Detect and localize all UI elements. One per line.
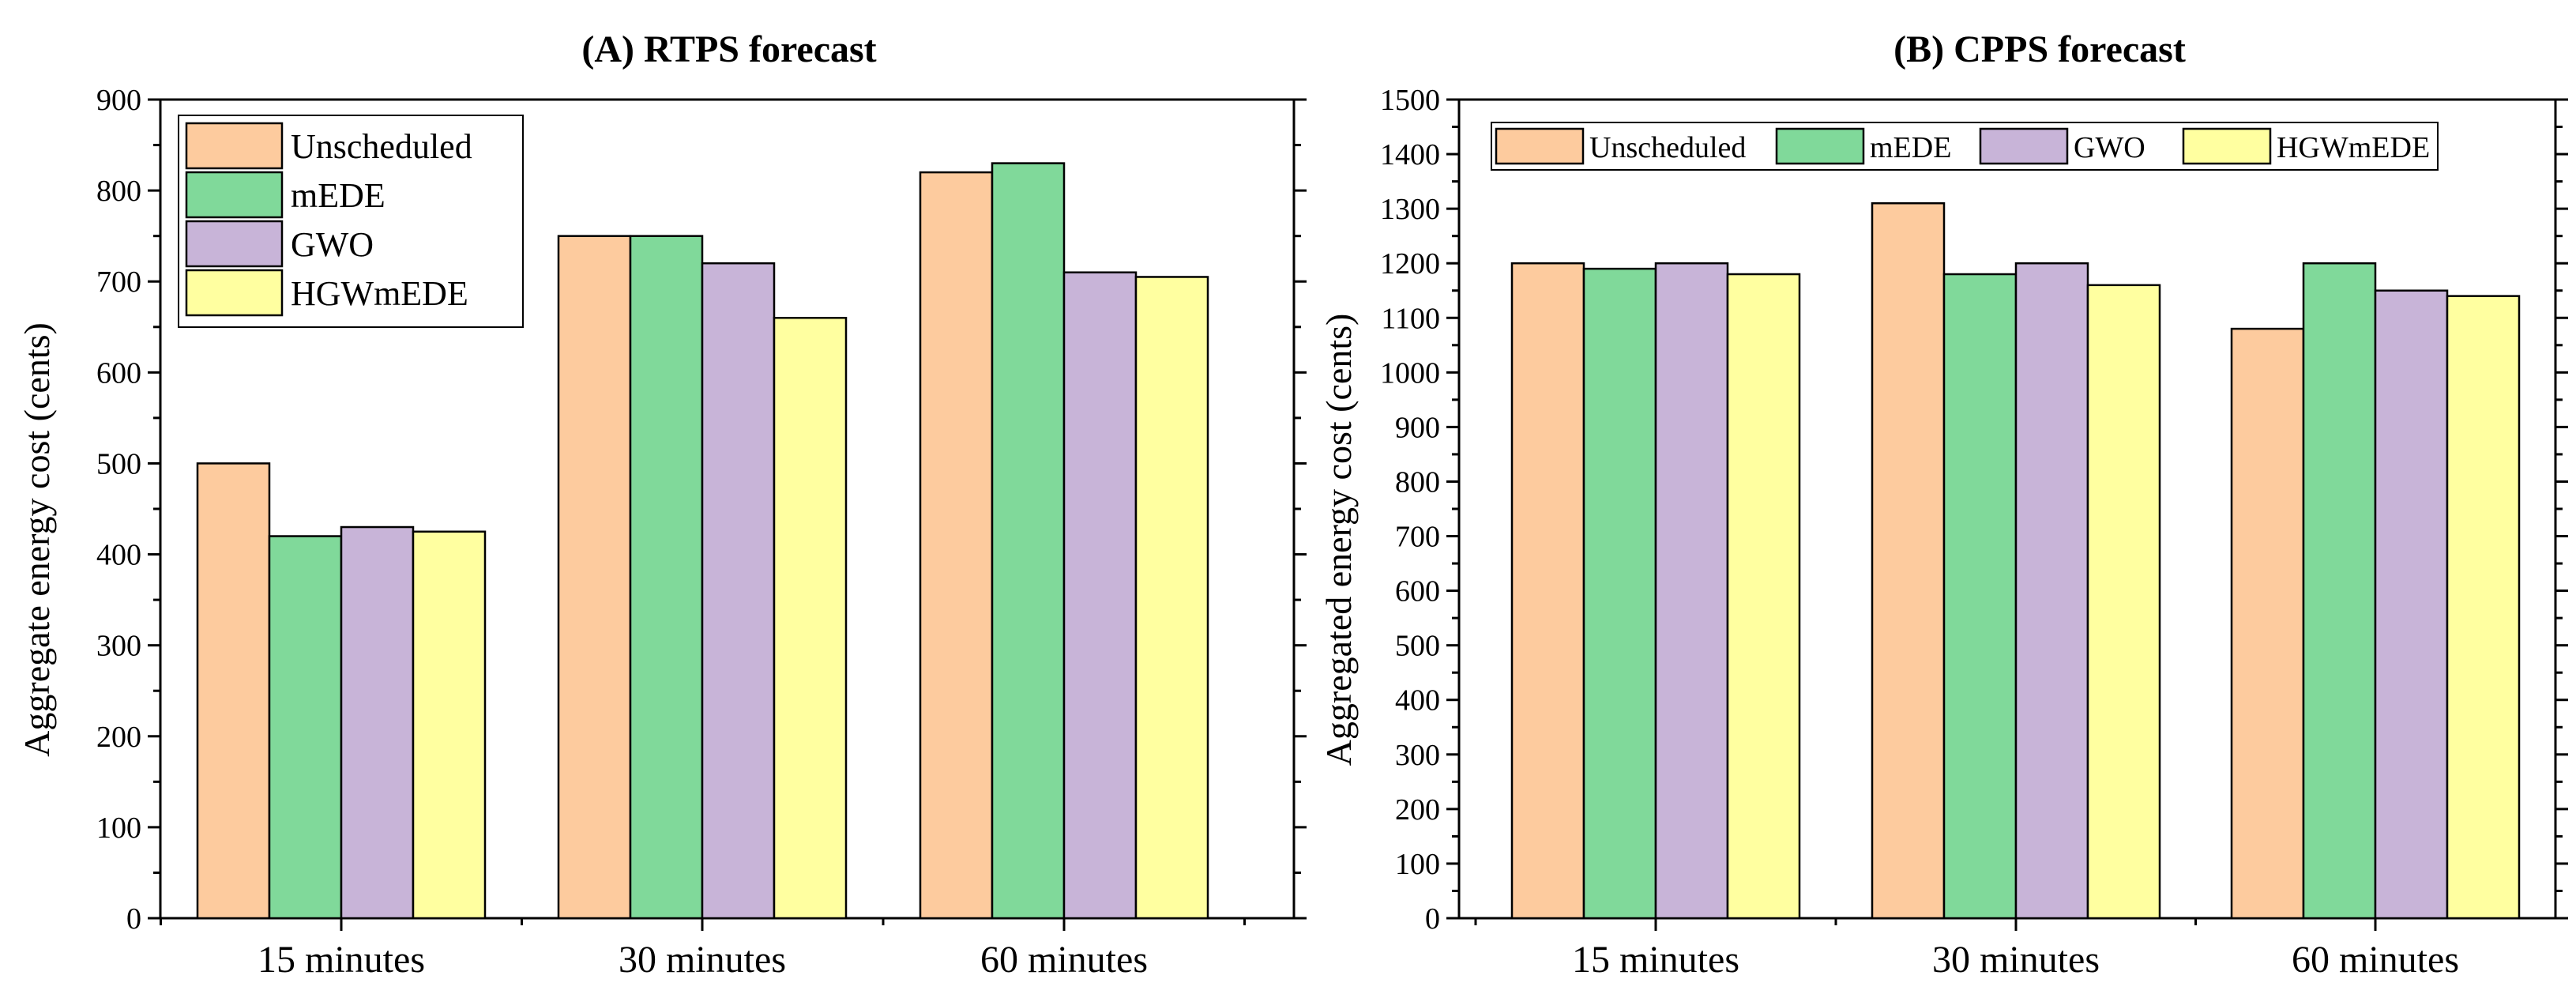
y-tick-label-b: 800 [1395, 465, 1440, 499]
x-tick-labels-b: 15 minutes 30 minutes 60 minutes [1474, 918, 2459, 981]
y-tick-label-b: 1000 [1380, 356, 1440, 390]
y-tick-label-b: 300 [1395, 739, 1440, 772]
bar-b [2086, 284, 2161, 920]
legend-label-b: mEDE [1870, 131, 1951, 164]
legend-b: Unscheduled mEDE GWO HGWmEDE [1491, 122, 2439, 171]
legend-label-a: Unscheduled [291, 127, 472, 166]
y-tick-label-b: 1200 [1380, 247, 1440, 281]
bar-b [1726, 273, 1801, 920]
y-tick-label-a: 900 [96, 84, 141, 117]
bar-a [1134, 276, 1209, 920]
bars-a [196, 162, 1209, 920]
y-tick-label-a: 500 [96, 447, 141, 480]
y-tick-label-a: 700 [96, 266, 141, 299]
x-tick-labels-a: 15 minutes 30 minutes 60 minutes [160, 918, 1246, 981]
legend-swatch-b [1495, 127, 1585, 165]
y-tick-label-b: 700 [1395, 521, 1440, 554]
legend-swatch-b [1979, 127, 2069, 165]
legend-swatch-b [1775, 127, 1865, 165]
bar-b [2302, 262, 2377, 920]
legend-swatch-a [185, 171, 284, 219]
y-tick-label-b: 200 [1395, 793, 1440, 827]
bar-b [1582, 267, 1657, 920]
bar-b [1871, 201, 1946, 920]
y-tick-label-b: 400 [1395, 684, 1440, 717]
y-tick-label-a: 0 [126, 902, 141, 936]
legend-box-b [1491, 122, 2439, 171]
x-tick-label-b: 30 minutes [1932, 939, 2100, 981]
bar-a [268, 535, 343, 920]
x-tick-label-a: 60 minutes [980, 939, 1148, 981]
y-tick-label-a: 200 [96, 721, 141, 754]
y-tick-label-b: 1300 [1380, 193, 1440, 226]
y-tick-label-b: 900 [1395, 411, 1440, 444]
y-axis-label-a: Aggregate energy cost (cents) [17, 322, 57, 757]
y-tick-label-b: 1400 [1380, 138, 1440, 171]
y-tick-label-b: 1500 [1380, 84, 1440, 117]
bar-a [340, 525, 415, 920]
y-tick-label-a: 400 [96, 539, 141, 572]
bar-a [412, 530, 487, 920]
bar-b [2230, 327, 2305, 920]
legend-label-b: HGWmEDE [2277, 131, 2430, 164]
chart-panel-a: (A) RTPS forecast Aggregate energy cost … [17, 28, 1307, 981]
bar-b [1942, 273, 2018, 920]
legend-label-a: mEDE [291, 176, 385, 215]
chart-panel-b: (B) CPPS forecast Aggregated energy cost… [1318, 28, 2568, 981]
bar-a [991, 162, 1066, 920]
x-tick-label-a: 15 minutes [258, 939, 425, 981]
x-tick-label-b: 60 minutes [2292, 939, 2459, 981]
y-tick-label-a: 300 [96, 630, 141, 663]
legend-swatch-a [185, 220, 284, 268]
bar-a [196, 462, 271, 920]
legend-swatch-a [185, 122, 284, 170]
bar-b [1510, 262, 1585, 920]
bar-b [1654, 262, 1729, 920]
legend-label-b: GWO [2074, 131, 2145, 164]
y-tick-label-b: 500 [1395, 630, 1440, 663]
y-tick-label-b: 100 [1395, 848, 1440, 881]
y-tick-label-a: 600 [96, 356, 141, 390]
bar-b [2014, 262, 2089, 920]
bar-a [701, 262, 776, 920]
bar-a [773, 317, 848, 920]
x-tick-label-b: 15 minutes [1572, 939, 1739, 981]
legend-label-a: GWO [291, 225, 374, 264]
legend-a: Unscheduled mEDE GWO HGWmEDE [178, 115, 524, 328]
x-tick-label-a: 30 minutes [619, 939, 786, 981]
chart-title-a: (A) RTPS forecast [581, 28, 876, 70]
bar-a [919, 171, 994, 920]
y-tick-label-b: 1100 [1381, 302, 1440, 335]
bar-b [2374, 289, 2449, 920]
legend-label-a: HGWmEDE [291, 274, 468, 313]
bar-a [1062, 271, 1138, 920]
y-tick-label-b: 0 [1425, 902, 1440, 936]
legend-label-b: Unscheduled [1589, 131, 1746, 164]
y-ticks-b: 0 100 200 300 400 500 600 700 800 900 1000 1100 1200… [1380, 84, 2568, 936]
y-axis-label-b: Aggregated energy cost (cents) [1318, 314, 1359, 766]
y-ticks-a: 0 100 200 300 400 500 600 700 800 900 [96, 84, 1307, 936]
y-tick-label-a: 100 [96, 812, 141, 845]
legend-swatch-b [2182, 127, 2272, 165]
y-tick-label-a: 800 [96, 175, 141, 208]
chart-title-b: (B) CPPS forecast [1893, 28, 2186, 70]
legend-swatch-a [185, 269, 284, 317]
bars-b [1510, 201, 2521, 920]
y-tick-label-b: 600 [1395, 575, 1440, 608]
bar-b [2446, 295, 2521, 920]
bar-a [557, 235, 632, 920]
bar-a [629, 235, 704, 920]
